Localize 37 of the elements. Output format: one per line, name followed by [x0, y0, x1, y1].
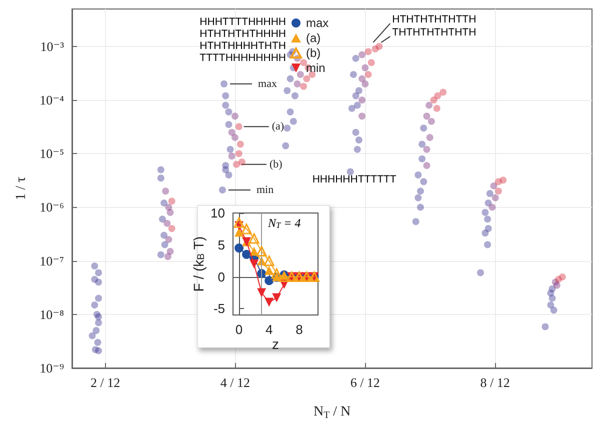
y-tick-label: 10⁻³: [40, 38, 64, 54]
y-tick-label: 10⁻⁴: [40, 92, 64, 108]
legend-label: max: [306, 16, 329, 30]
x-tick-label: 2 / 12: [90, 375, 120, 390]
annotation: HHHTTTTHHHHH: [200, 16, 286, 28]
x-tick-label: 8 / 12: [480, 375, 510, 390]
annotation: HTHTHTHTHTTH: [392, 13, 476, 26]
y-tick-label: 10⁻⁹: [40, 360, 64, 376]
legend-label: min: [306, 61, 326, 75]
x-tick-label: 4 / 12: [220, 375, 250, 390]
y-tick-label: 10⁻⁵: [40, 146, 64, 162]
annotation: max: [258, 78, 278, 90]
y-tick-label: 0: [218, 269, 225, 284]
annotation: (b): [270, 158, 283, 170]
annotation: TTTTHHHHHHHH: [200, 52, 286, 64]
x-tick-label: 0: [235, 322, 243, 337]
annotation: HTHTHHHHTHTH: [200, 40, 286, 52]
annotation: (a): [272, 120, 284, 133]
annotation: HTHTHTHTHHHH: [200, 28, 286, 40]
annotation: HHHHHHTTTTTT: [312, 174, 397, 186]
annotation: NT = 4: [267, 216, 301, 230]
y-tick-label: 10⁻⁸: [40, 306, 64, 322]
legend-label: (b): [306, 46, 321, 60]
annotation: THTHTHTHTHTH: [392, 26, 476, 38]
y-tick-label: 10: [210, 206, 225, 220]
x-tick-label: 6 / 12: [350, 375, 380, 390]
y-tick-label: 10⁻⁷: [40, 253, 64, 268]
x-tick-label: 8: [296, 322, 303, 337]
y-tick-label: 10⁻⁶: [40, 200, 64, 215]
legend-label: (a): [306, 31, 321, 45]
annotation: min: [256, 184, 274, 196]
y-axis-title: F / (kB T): [190, 236, 208, 292]
y-tick-label: -5: [213, 301, 225, 316]
y-axis-title: 1 / τ: [14, 176, 30, 200]
x-tick-label: 4: [265, 322, 273, 337]
y-tick-label: 5: [218, 237, 225, 252]
x-axis-title: z: [272, 336, 279, 352]
